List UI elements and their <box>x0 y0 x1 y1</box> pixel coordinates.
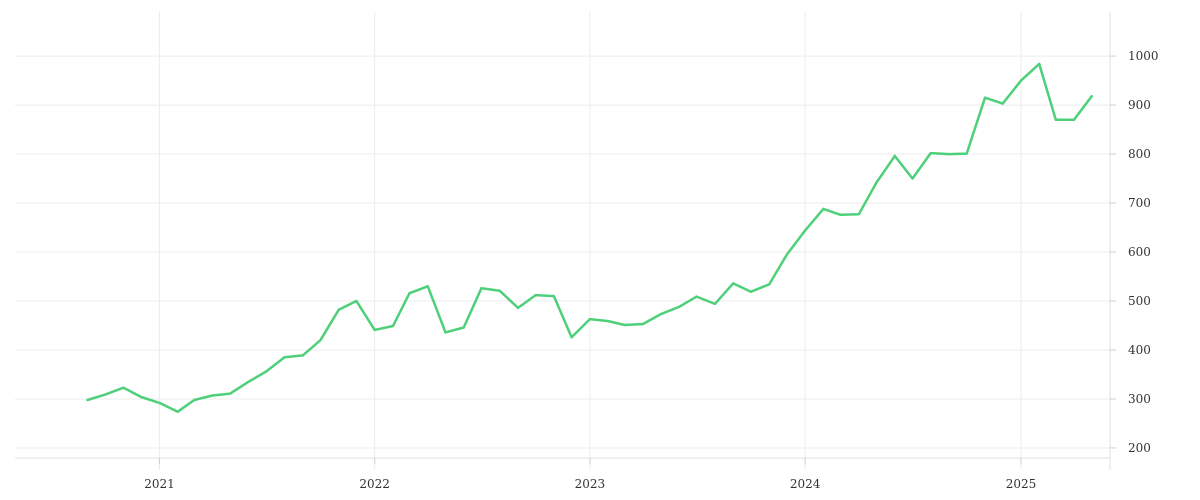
x-tick-label: 2025 <box>1006 477 1037 491</box>
x-tick-label: 2021 <box>144 477 175 491</box>
data-point <box>229 392 232 395</box>
data-point <box>391 324 395 328</box>
data-point <box>1001 102 1004 105</box>
data-point <box>444 331 447 334</box>
data-point <box>516 306 520 310</box>
data-point <box>803 229 807 232</box>
data-point <box>857 213 860 216</box>
y-tick-label: 700 <box>1128 196 1151 210</box>
x-tick-label: 2024 <box>790 477 821 491</box>
y-tick-label: 1000 <box>1128 49 1159 63</box>
y-tick-label: 600 <box>1128 245 1151 259</box>
data-point <box>947 152 951 156</box>
y-tick-label: 200 <box>1128 441 1151 455</box>
data-point <box>301 354 304 357</box>
data-point <box>480 287 483 290</box>
data-point <box>462 326 465 329</box>
data-point <box>768 283 771 286</box>
data-point <box>122 386 125 389</box>
y-tick-label: 900 <box>1128 98 1151 112</box>
data-point <box>607 319 610 323</box>
data-point <box>641 322 645 326</box>
y-tick-label: 400 <box>1128 343 1151 357</box>
data-point <box>193 398 196 402</box>
data-point <box>355 299 358 303</box>
data-point <box>929 151 932 155</box>
data-point <box>713 302 717 306</box>
data-point <box>319 339 322 342</box>
data-point <box>265 370 268 373</box>
data-point <box>373 328 376 332</box>
data-point <box>839 213 842 216</box>
data-point <box>983 96 987 99</box>
y-tick-label: 800 <box>1128 147 1151 161</box>
data-point <box>1019 79 1023 82</box>
data-point <box>426 285 429 288</box>
data-point <box>283 356 286 359</box>
horizontal-gridlines <box>15 55 1110 449</box>
data-point <box>337 308 340 311</box>
data-point <box>677 305 681 309</box>
data-point <box>893 154 896 158</box>
data-point <box>1090 95 1093 98</box>
data-point <box>86 398 89 402</box>
data-point <box>1072 118 1076 122</box>
data-point <box>247 380 250 383</box>
data-point <box>498 289 501 292</box>
x-tick-label: 2023 <box>575 477 606 491</box>
data-point <box>570 336 573 339</box>
series-group <box>86 62 1093 413</box>
data-point <box>140 395 143 399</box>
data-point <box>552 294 556 298</box>
data-point <box>104 393 107 396</box>
vertical-gridlines <box>158 12 1022 470</box>
data-point <box>623 323 626 327</box>
data-point <box>408 292 411 295</box>
data-point <box>749 290 753 293</box>
y-axis-ticks: 200 300 400 500 600 700 800 900 1000 <box>1110 49 1159 455</box>
data-point <box>158 401 161 405</box>
data-point <box>211 394 214 397</box>
data-point <box>1038 62 1041 66</box>
data-point <box>659 313 662 316</box>
x-axis-ticks: 2021 2022 2023 2024 2025 <box>144 458 1036 491</box>
data-point <box>875 181 878 184</box>
data-point <box>695 295 698 298</box>
data-point <box>732 282 735 285</box>
data-point <box>534 293 537 297</box>
data-point <box>588 317 592 321</box>
data-point <box>1054 118 1058 122</box>
y-tick-label: 500 <box>1128 294 1151 308</box>
data-point <box>822 207 825 211</box>
data-point <box>176 410 179 413</box>
data-point <box>911 177 914 180</box>
data-point <box>965 152 968 155</box>
y-tick-label: 300 <box>1128 392 1151 406</box>
data-point <box>785 253 789 256</box>
x-tick-label: 2022 <box>359 477 390 491</box>
